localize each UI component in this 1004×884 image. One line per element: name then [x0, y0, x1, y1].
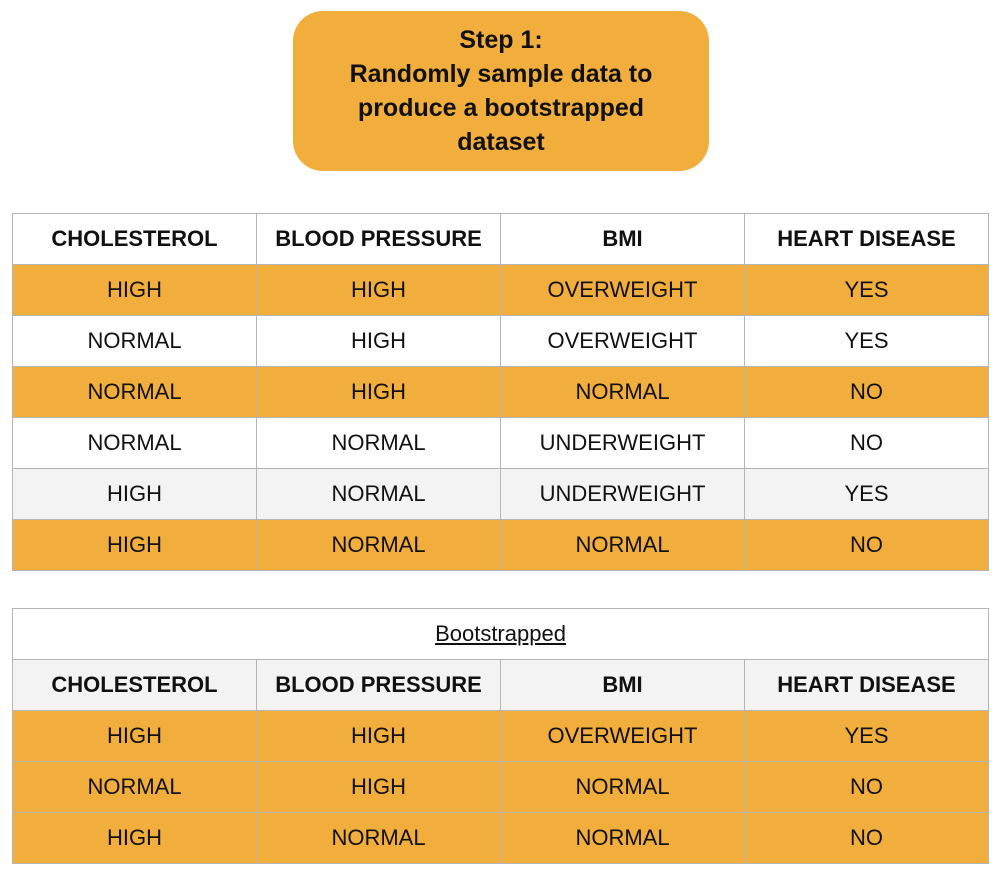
cell-bmi: OVERWEIGHT: [500, 710, 745, 762]
table-row: HIGH NORMAL UNDERWEIGHT YES: [12, 468, 989, 520]
table-row: HIGH NORMAL NORMAL NO: [12, 812, 989, 864]
cell-bmi: NORMAL: [500, 366, 745, 418]
table-row: HIGH HIGH OVERWEIGHT YES: [12, 264, 989, 316]
cell-cholesterol: NORMAL: [12, 366, 257, 418]
header-blood-pressure: BLOOD PRESSURE: [256, 659, 501, 711]
cell-blood-pressure: HIGH: [256, 366, 501, 418]
cell-heart-disease: YES: [744, 264, 989, 316]
table-row: NORMAL HIGH NORMAL NO: [12, 761, 989, 813]
cell-cholesterol: NORMAL: [12, 417, 257, 469]
step-text-line-2: produce a bootstrapped: [357, 94, 645, 122]
cell-blood-pressure: NORMAL: [256, 519, 501, 571]
step-title: Step 1:: [459, 26, 543, 54]
cell-blood-pressure: NORMAL: [256, 468, 501, 520]
cell-heart-disease: NO: [744, 417, 989, 469]
cell-heart-disease: NO: [744, 519, 989, 571]
bootstrapped-dataset-table: Bootstrapped CHOLESTEROL BLOOD PRESSURE …: [12, 608, 989, 864]
header-blood-pressure: BLOOD PRESSURE: [256, 213, 501, 265]
cell-cholesterol: HIGH: [12, 812, 257, 864]
cell-bmi: OVERWEIGHT: [500, 315, 745, 367]
cell-heart-disease: NO: [744, 761, 989, 813]
step-text-line-1: Randomly sample data to: [349, 60, 653, 88]
cell-heart-disease: NO: [744, 812, 989, 864]
cell-blood-pressure: NORMAL: [256, 417, 501, 469]
step-callout: Step 1: Randomly sample data to produce …: [293, 11, 709, 171]
table-header-row: CHOLESTEROL BLOOD PRESSURE BMI HEART DIS…: [12, 213, 989, 265]
cell-blood-pressure: NORMAL: [256, 812, 501, 864]
cell-blood-pressure: HIGH: [256, 264, 501, 316]
cell-cholesterol: HIGH: [12, 710, 257, 762]
table-row: NORMAL HIGH NORMAL NO: [12, 366, 989, 418]
header-heart-disease: HEART DISEASE: [744, 659, 989, 711]
cell-heart-disease: YES: [744, 710, 989, 762]
cell-blood-pressure: HIGH: [256, 315, 501, 367]
cell-cholesterol: NORMAL: [12, 315, 257, 367]
cell-bmi: NORMAL: [500, 812, 745, 864]
cell-heart-disease: YES: [744, 468, 989, 520]
cell-cholesterol: HIGH: [12, 519, 257, 571]
header-bmi: BMI: [500, 659, 745, 711]
cell-bmi: UNDERWEIGHT: [500, 417, 745, 469]
cell-bmi: NORMAL: [500, 519, 745, 571]
table-caption-row: Bootstrapped: [12, 608, 989, 660]
header-cholesterol: CHOLESTEROL: [12, 213, 257, 265]
cell-cholesterol: HIGH: [12, 468, 257, 520]
cell-blood-pressure: HIGH: [256, 710, 501, 762]
cell-bmi: UNDERWEIGHT: [500, 468, 745, 520]
table-row: HIGH NORMAL NORMAL NO: [12, 519, 989, 571]
table-row: NORMAL NORMAL UNDERWEIGHT NO: [12, 417, 989, 469]
cell-bmi: NORMAL: [500, 761, 745, 813]
cell-heart-disease: NO: [744, 366, 989, 418]
table-row: HIGH HIGH OVERWEIGHT YES: [12, 710, 989, 762]
cell-cholesterol: NORMAL: [12, 761, 257, 813]
step-text-line-3: dataset: [457, 128, 545, 156]
cell-cholesterol: HIGH: [12, 264, 257, 316]
cell-heart-disease: YES: [744, 315, 989, 367]
table-row: NORMAL HIGH OVERWEIGHT YES: [12, 315, 989, 367]
bootstrapped-caption: Bootstrapped: [12, 608, 989, 660]
table-header-row: CHOLESTEROL BLOOD PRESSURE BMI HEART DIS…: [12, 659, 989, 711]
header-heart-disease: HEART DISEASE: [744, 213, 989, 265]
cell-blood-pressure: HIGH: [256, 761, 501, 813]
cell-bmi: OVERWEIGHT: [500, 264, 745, 316]
header-cholesterol: CHOLESTEROL: [12, 659, 257, 711]
header-bmi: BMI: [500, 213, 745, 265]
original-dataset-table: CHOLESTEROL BLOOD PRESSURE BMI HEART DIS…: [12, 213, 989, 571]
